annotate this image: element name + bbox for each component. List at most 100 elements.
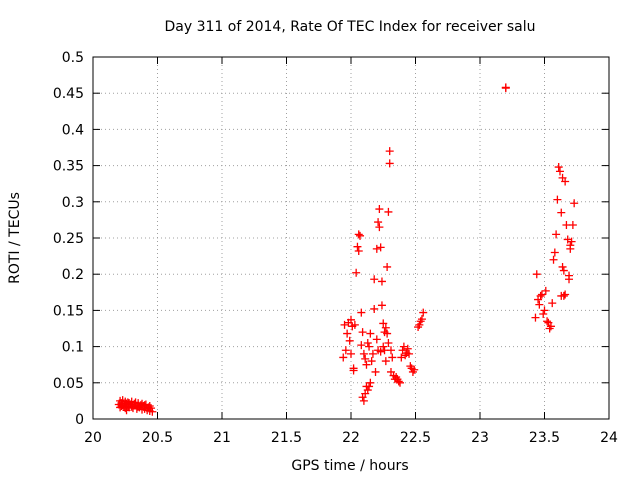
data-point (558, 262, 567, 271)
data-point (376, 347, 385, 356)
data-point (570, 199, 579, 208)
data-point (350, 320, 359, 329)
data-point (536, 291, 545, 300)
data-point (354, 230, 363, 239)
data-point (370, 275, 379, 284)
data-point (532, 270, 541, 279)
data-point (366, 329, 375, 338)
y-tick-label: 0.45 (53, 86, 84, 102)
data-point (546, 322, 555, 331)
data-point (367, 357, 376, 366)
y-axis-label: ROTI / TECUs (7, 192, 23, 284)
data-point (347, 349, 355, 358)
data-point (552, 230, 561, 239)
data-point (559, 266, 568, 275)
data-point (341, 346, 350, 355)
data-point (403, 344, 412, 353)
data-point (371, 367, 380, 376)
data-point (540, 306, 549, 315)
data-point (383, 329, 392, 338)
x-tick-label: 20 (84, 430, 102, 446)
data-point (405, 349, 414, 358)
data-points (114, 83, 579, 416)
data-point (125, 399, 134, 408)
data-point (385, 147, 394, 156)
data-point (368, 349, 377, 358)
data-point (561, 177, 570, 186)
data-point (539, 310, 548, 319)
y-tick-label: 0.2 (62, 267, 84, 283)
data-point (568, 220, 577, 229)
y-tick-label: 0.1 (62, 340, 84, 356)
y-tick-label: 0 (75, 412, 84, 428)
x-tick-label: 21.5 (271, 430, 302, 446)
data-point (345, 336, 354, 345)
x-tick-label: 24 (600, 430, 618, 446)
data-point (359, 349, 368, 358)
x-tick-label: 23 (471, 430, 489, 446)
y-tick-label: 0.3 (62, 195, 84, 211)
data-point (555, 167, 564, 176)
x-tick-label: 20.5 (142, 430, 173, 446)
data-point (349, 366, 358, 375)
data-point (372, 335, 381, 344)
data-point (374, 218, 383, 227)
y-tick-labels: 0 0.05 0.1 0.15 0.2 0.25 0.3 0.35 0.4 0.45 0.5 (53, 50, 84, 428)
y-tick-label: 0.05 (53, 376, 84, 392)
data-point (354, 247, 363, 256)
data-point (561, 290, 570, 299)
grid-lines (93, 57, 609, 419)
data-point (117, 401, 126, 410)
y-tick-label: 0.5 (62, 50, 84, 66)
data-point (381, 323, 390, 332)
x-tick-labels: 20 20.5 21 21.5 22 22.5 23 23.5 24 (84, 430, 618, 446)
data-point (388, 353, 397, 362)
y-tick-label: 0.4 (62, 122, 84, 138)
data-point (410, 365, 419, 374)
data-point (557, 291, 566, 300)
data-point (377, 301, 386, 310)
data-point (381, 357, 390, 366)
data-point (384, 207, 393, 216)
data-point (543, 317, 552, 326)
data-point (372, 244, 381, 253)
data-point (363, 386, 372, 395)
data-point (357, 341, 366, 350)
data-point (541, 286, 550, 295)
data-point (365, 382, 374, 391)
data-point (347, 315, 355, 324)
data-point (419, 308, 428, 317)
data-point (366, 378, 375, 387)
data-point (557, 208, 566, 217)
data-point (376, 243, 385, 252)
data-point (131, 398, 140, 407)
data-point (386, 346, 395, 355)
x-tick-label: 22.5 (400, 430, 431, 446)
data-point (363, 338, 372, 347)
data-point (417, 315, 426, 324)
x-axis-label: GPS time / hours (291, 458, 408, 474)
y-tick-label: 0.15 (53, 303, 84, 319)
data-point (361, 354, 370, 363)
data-point (343, 329, 352, 338)
data-point (550, 248, 559, 257)
data-point (148, 407, 157, 416)
data-point (358, 328, 367, 337)
data-point (353, 242, 362, 251)
data-point (352, 268, 361, 277)
data-point (339, 353, 348, 362)
data-point (537, 290, 546, 299)
data-point (365, 342, 374, 351)
data-point (375, 223, 384, 232)
data-point (396, 378, 405, 387)
data-point (138, 399, 147, 408)
data-point (415, 320, 424, 329)
x-tick-label: 23.5 (529, 430, 560, 446)
data-point (356, 231, 365, 240)
chart-title: Day 311 of 2014, Rate Of TEC Index for r… (164, 19, 535, 35)
data-point (501, 84, 510, 93)
data-point (145, 401, 154, 410)
data-point (549, 255, 558, 264)
data-point (122, 406, 131, 415)
